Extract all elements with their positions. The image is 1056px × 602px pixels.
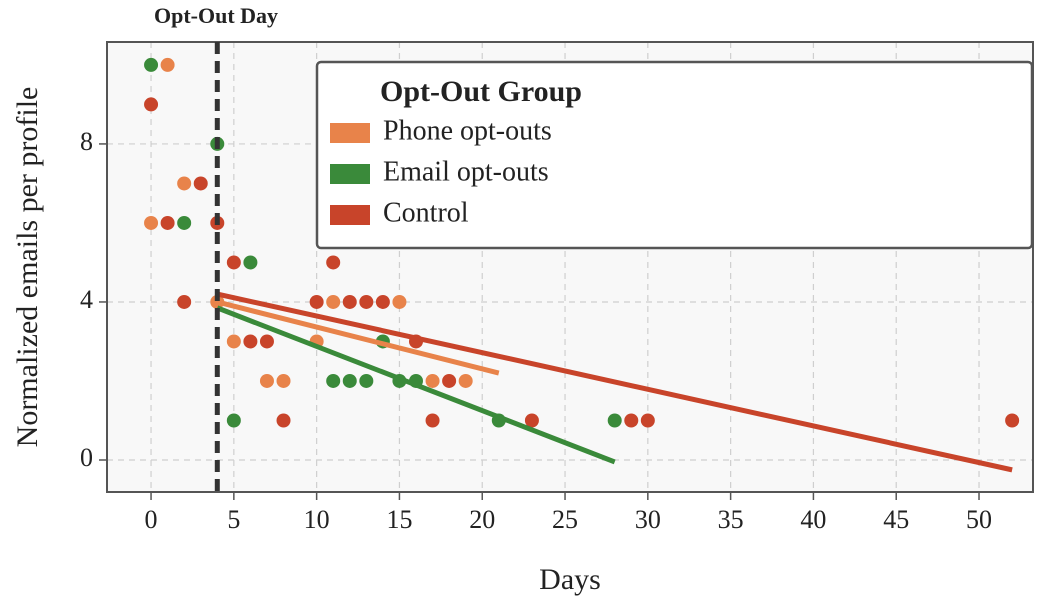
point — [309, 294, 324, 309]
x-tick-label: 50 — [966, 505, 992, 534]
point — [458, 373, 473, 388]
point — [177, 215, 192, 230]
trend-line — [216, 305, 616, 465]
legend-swatch — [330, 123, 370, 143]
legend-label: Email opt-outs — [383, 156, 549, 187]
point — [276, 373, 291, 388]
y-tick-label: 8 — [80, 127, 93, 156]
point — [359, 373, 374, 388]
point — [442, 373, 457, 388]
point — [144, 57, 159, 72]
x-tick-label: 25 — [552, 505, 578, 534]
x-tick-label: 40 — [800, 505, 826, 534]
x-tick-label: 10 — [304, 505, 330, 534]
point — [524, 413, 539, 428]
point — [392, 294, 407, 309]
point — [425, 413, 440, 428]
point — [177, 294, 192, 309]
trend-line — [216, 291, 1013, 473]
point — [1005, 413, 1020, 428]
point — [326, 255, 341, 270]
point — [342, 373, 357, 388]
x-tick-label: 15 — [386, 505, 412, 534]
legend-swatch — [330, 205, 370, 225]
point — [160, 215, 175, 230]
legend-title: Opt-Out Group — [380, 75, 582, 108]
y-tick-label: 0 — [80, 443, 93, 472]
point — [375, 294, 390, 309]
x-tick-label: 0 — [145, 505, 158, 534]
point — [243, 334, 258, 349]
legend-label: Control — [383, 197, 469, 228]
point — [259, 373, 274, 388]
x-tick-label: 30 — [635, 505, 661, 534]
x-tick-label: 45 — [883, 505, 909, 534]
x-tick-label: 5 — [227, 505, 240, 534]
x-tick-label: 35 — [718, 505, 744, 534]
point — [160, 57, 175, 72]
x-tick-label: 20 — [469, 505, 495, 534]
annotation: Opt-Out Day — [154, 3, 278, 28]
plot-frame — [106, 41, 1034, 493]
point — [177, 176, 192, 191]
point — [226, 413, 241, 428]
point — [342, 294, 357, 309]
point — [144, 97, 159, 112]
point — [326, 373, 341, 388]
x-axis-label: Days — [539, 563, 601, 596]
point — [243, 255, 258, 270]
legend-swatch — [330, 164, 370, 184]
point — [259, 334, 274, 349]
point — [640, 413, 655, 428]
point — [226, 334, 241, 349]
point — [326, 294, 341, 309]
point — [226, 255, 241, 270]
point — [359, 294, 374, 309]
point — [276, 413, 291, 428]
y-axis-label: Normalized emails per profile — [11, 87, 44, 448]
point — [607, 413, 622, 428]
point — [624, 413, 639, 428]
trend-line — [216, 299, 500, 376]
point — [144, 215, 159, 230]
point — [193, 176, 208, 191]
legend-box — [315, 60, 1034, 250]
y-tick-label: 4 — [80, 285, 93, 314]
point — [425, 373, 440, 388]
legend-label: Phone opt-outs — [383, 115, 552, 146]
